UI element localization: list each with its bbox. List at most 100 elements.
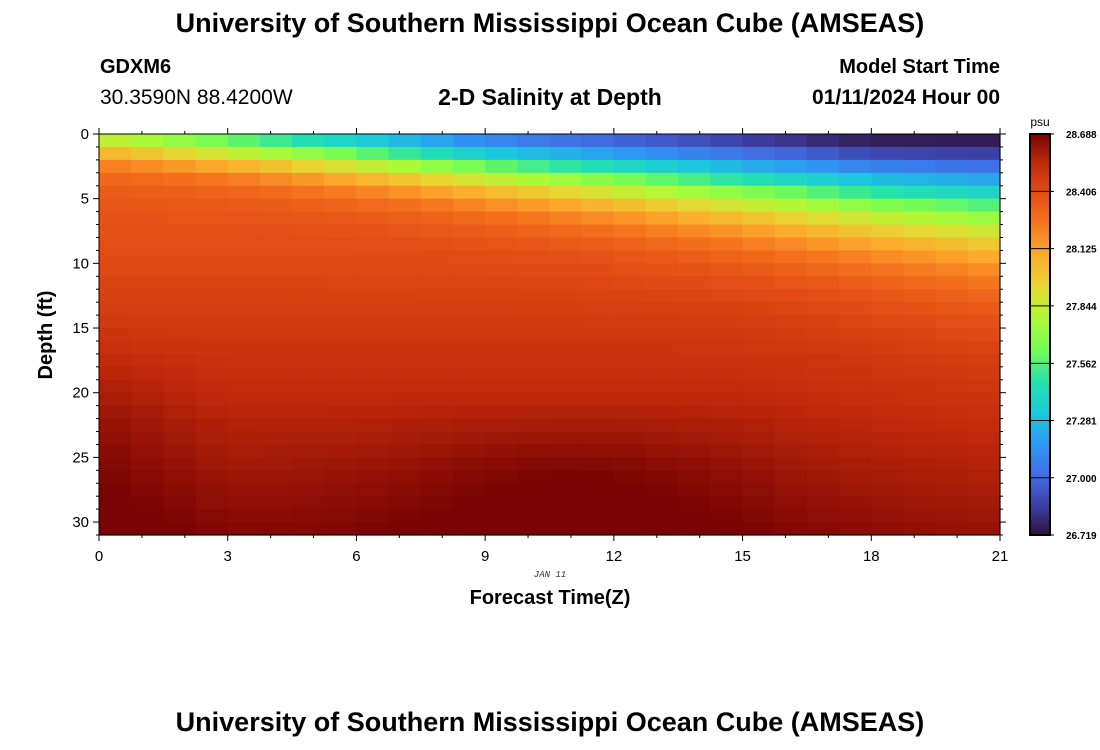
- heatmap-cell: [678, 483, 711, 497]
- station-id: GDXM6: [100, 56, 172, 78]
- heatmap-cell: [871, 483, 905, 497]
- heatmap-cell: [259, 224, 293, 239]
- heatmap-cell: [324, 315, 358, 329]
- heatmap-cell: [613, 263, 647, 277]
- heatmap-cell: [324, 328, 358, 342]
- heatmap-cell: [452, 237, 486, 252]
- heatmap-cell: [99, 315, 132, 329]
- heatmap-cell: [581, 483, 615, 497]
- heatmap-cell: [903, 224, 937, 239]
- heatmap-cell: [452, 522, 486, 536]
- heatmap-cell: [356, 483, 390, 497]
- colorbar-label: 27.562: [1066, 359, 1097, 370]
- heatmap-cell: [517, 340, 551, 355]
- heatmap-cell: [420, 353, 454, 368]
- heatmap-cell: [839, 392, 872, 407]
- heatmap-cell: [774, 315, 808, 329]
- heatmap-cell: [935, 353, 969, 368]
- heatmap-cell: [774, 146, 808, 161]
- heatmap-cell: [646, 405, 679, 420]
- heatmap-cell: [903, 418, 937, 433]
- heatmap-cell: [903, 457, 937, 471]
- heatmap-cell: [549, 263, 583, 277]
- heatmap-cell: [292, 392, 325, 407]
- heatmap-cell: [324, 134, 358, 148]
- heatmap-cell: [517, 224, 551, 239]
- heatmap-cell: [99, 509, 132, 523]
- heatmap-cell: [163, 172, 197, 187]
- heatmap-cell: [292, 470, 325, 484]
- heatmap-cell: [452, 470, 486, 484]
- heatmap-cell: [710, 211, 744, 226]
- heatmap-cell: [131, 250, 164, 264]
- heatmap-cell: [581, 340, 615, 355]
- heatmap-cell: [839, 379, 872, 394]
- heatmap-cell: [163, 340, 197, 355]
- heatmap-cell: [613, 185, 647, 200]
- heatmap-cell: [324, 159, 358, 174]
- heatmap-cell: [774, 431, 808, 446]
- heatmap-cell: [292, 509, 325, 523]
- heatmap-cell: [195, 159, 229, 174]
- heatmap-cell: [710, 250, 744, 264]
- heatmap-cell: [356, 172, 390, 187]
- heatmap-cell: [774, 496, 808, 510]
- heatmap-cell: [227, 250, 261, 264]
- heatmap-cell: [227, 185, 261, 200]
- heatmap-cell: [967, 418, 1001, 433]
- heatmap-cell: [678, 250, 711, 264]
- heatmap-cell: [581, 457, 615, 471]
- heatmap-cell: [131, 185, 164, 200]
- heatmap-cell: [99, 276, 132, 290]
- heatmap-cell: [742, 353, 776, 368]
- heatmap-cell: [678, 185, 711, 200]
- x-tick-label: 15: [734, 548, 751, 565]
- heatmap-cell: [485, 522, 518, 536]
- heatmap-cell: [646, 431, 679, 446]
- heatmap-cell: [131, 418, 164, 433]
- heatmap-cell: [131, 379, 164, 394]
- heatmap-cell: [806, 263, 840, 277]
- heatmap-cell: [581, 198, 615, 213]
- heatmap-cell: [388, 315, 422, 329]
- heatmap-cell: [388, 224, 422, 239]
- heatmap-cell: [131, 470, 164, 484]
- heatmap-cell: [806, 159, 840, 174]
- heatmap-cell: [646, 470, 679, 484]
- heatmap-cell: [935, 379, 969, 394]
- heatmap-cell: [195, 328, 229, 342]
- heatmap-cell: [871, 418, 905, 433]
- heatmap-cell: [517, 522, 551, 536]
- heatmap-cell: [517, 198, 551, 213]
- heatmap-cell: [517, 185, 551, 200]
- heatmap-cell: [774, 353, 808, 368]
- heatmap-cell: [356, 353, 390, 368]
- heatmap-cell: [227, 483, 261, 497]
- heatmap-cell: [388, 172, 422, 187]
- heatmap-cell: [324, 470, 358, 484]
- heatmap-cell: [517, 250, 551, 264]
- heatmap-cell: [967, 483, 1001, 497]
- heatmap-cell: [935, 134, 969, 148]
- heatmap-cell: [710, 224, 744, 239]
- heatmap-cell: [935, 522, 969, 536]
- heatmap-cell: [549, 250, 583, 264]
- heatmap-cell: [99, 470, 132, 484]
- heatmap-cell: [549, 379, 583, 394]
- heatmap-cell: [774, 289, 808, 303]
- heatmap-cell: [839, 431, 872, 446]
- heatmap-cell: [388, 522, 422, 536]
- heatmap-cell: [710, 457, 744, 471]
- heatmap-cell: [742, 198, 776, 213]
- heatmap-cell: [163, 289, 197, 303]
- heatmap-cell: [259, 289, 293, 303]
- heatmap-cell: [935, 315, 969, 329]
- heatmap-cell: [452, 224, 486, 239]
- heatmap-cell: [163, 302, 197, 316]
- heatmap-cell: [581, 328, 615, 342]
- heatmap-cell: [742, 340, 776, 355]
- heatmap-cell: [839, 159, 872, 174]
- heatmap-cell: [967, 457, 1001, 471]
- heatmap-cell: [517, 379, 551, 394]
